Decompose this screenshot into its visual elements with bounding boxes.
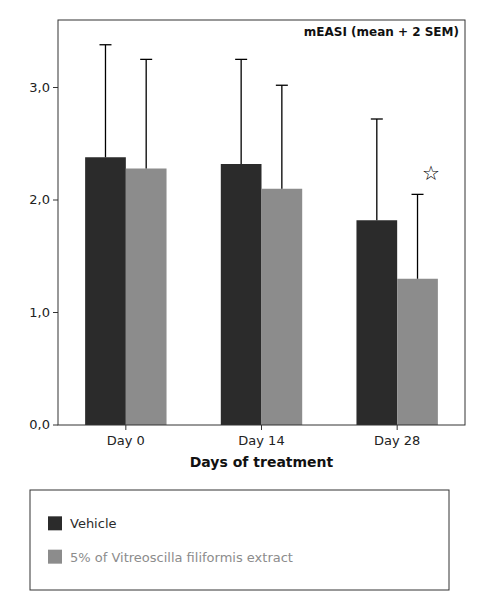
x-axis-label: Days of treatment	[190, 454, 334, 470]
bar	[397, 279, 438, 425]
y-tick	[53, 425, 58, 426]
chart-title: mEASI (mean + 2 SEM)	[304, 25, 459, 39]
plot-marks	[85, 45, 438, 425]
error-cap	[276, 85, 288, 86]
legend: Vehicle 5% of Vitreoscilla filiformis ext…	[30, 490, 449, 590]
legend-swatch	[48, 516, 62, 530]
x-tick-label: Day 28	[374, 433, 420, 448]
legend-box	[30, 490, 449, 590]
error-cap	[235, 59, 247, 60]
error-line	[146, 59, 147, 168]
bar	[85, 157, 126, 425]
bar	[262, 189, 303, 425]
annotation: ☆	[422, 161, 440, 185]
y-tick	[53, 87, 58, 88]
error-line	[417, 194, 418, 278]
x-tick-label: Day 14	[238, 433, 284, 448]
error-bar	[276, 85, 288, 189]
error-line	[240, 59, 241, 164]
y-tick	[53, 312, 58, 313]
error-bar	[235, 59, 247, 164]
y-tick	[53, 200, 58, 201]
error-bar	[412, 194, 424, 278]
error-cap	[140, 59, 152, 60]
x-tick	[397, 425, 398, 430]
error-bar	[99, 45, 111, 158]
error-bar	[371, 119, 383, 220]
error-line	[376, 119, 377, 220]
y-tick-label: 2,0	[29, 192, 50, 207]
plot-frame	[58, 20, 465, 425]
legend-label: Vehicle	[70, 516, 117, 531]
bar	[221, 164, 262, 425]
x-tick-label: Day 0	[107, 433, 145, 448]
legend-label: 5% of Vitreoscilla filiformis extract	[70, 550, 293, 565]
y-tick-label: 1,0	[29, 305, 50, 320]
error-cap	[99, 44, 111, 45]
legend-swatch	[48, 550, 62, 564]
error-cap	[412, 194, 424, 195]
y-tick-label: 0,0	[29, 417, 50, 432]
error-bar	[140, 59, 152, 168]
chart-container: 0,0 1,0 2,0 3,0 Day 0 Day 14 Day 28 Days of tre…	[0, 0, 479, 610]
error-line	[281, 85, 282, 189]
bar	[356, 220, 397, 425]
y-tick-label: 3,0	[29, 80, 50, 95]
error-line	[105, 45, 106, 158]
x-tick	[125, 425, 126, 430]
x-tick	[261, 425, 262, 430]
bar	[126, 169, 167, 426]
chart-svg: 0,0 1,0 2,0 3,0 Day 0 Day 14 Day 28 Days of tre…	[0, 0, 479, 610]
error-cap	[371, 118, 383, 119]
